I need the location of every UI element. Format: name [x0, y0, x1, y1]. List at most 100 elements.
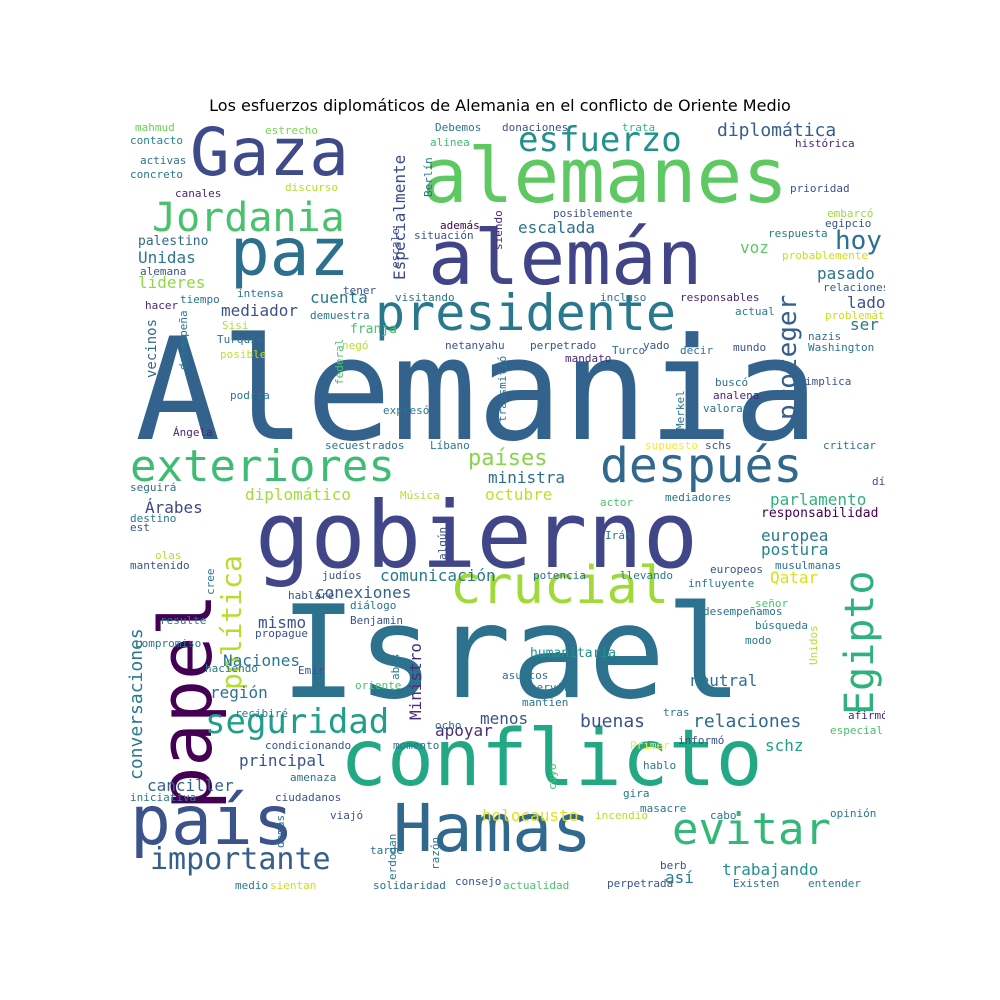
- cloud-word: canciller: [147, 776, 234, 795]
- cloud-word: federal: [333, 338, 346, 385]
- cloud-word: conexiones: [315, 583, 412, 602]
- cloud-word: abas: [389, 653, 402, 681]
- cloud-word: trata: [622, 121, 656, 134]
- cloud-word: alemanes: [422, 131, 789, 220]
- cloud-word: Jordania: [152, 195, 345, 241]
- cloud-word: yado: [643, 339, 670, 352]
- cloud-word: secuestrados: [325, 439, 405, 452]
- cloud-word: trabajando: [722, 860, 819, 879]
- cloud-word: además: [440, 219, 480, 232]
- cloud-word: expresó: [383, 404, 430, 417]
- cloud-word: sientan: [270, 879, 317, 890]
- cloud-word: posiblemente: [553, 207, 633, 220]
- cloud-word: país: [130, 782, 294, 861]
- cloud-word: Emir: [298, 664, 325, 677]
- cloud-word: gobierno: [255, 482, 699, 589]
- cloud-word: Ángela: [173, 426, 213, 439]
- cloud-word: alemán: [428, 213, 703, 302]
- cloud-word: relaciones: [823, 281, 885, 294]
- cloud-word: ocho: [435, 719, 462, 732]
- cloud-word: países: [468, 446, 548, 471]
- cloud-word: mediadores: [665, 491, 732, 504]
- cloud-word: judíos: [322, 569, 362, 582]
- cloud-word: actor: [600, 496, 634, 509]
- cloud-word: holocausto: [482, 806, 579, 825]
- cloud-word: destino: [130, 512, 177, 525]
- cloud-word: búsqueda: [755, 619, 808, 632]
- cloud-word: influyente: [688, 577, 755, 590]
- cloud-word: probablemente: [782, 249, 869, 262]
- cloud-word: perpetrado: [530, 339, 597, 352]
- cloud-word: menos: [480, 709, 529, 728]
- cloud-word: Alemania: [135, 308, 819, 473]
- cloud-word: paz: [230, 214, 350, 291]
- cloud-word: actual: [735, 305, 775, 318]
- cloud-word: evitar: [672, 804, 831, 855]
- cloud-word: octubre: [485, 485, 553, 504]
- cloud-word: principal: [239, 751, 326, 770]
- cloud-word: incluso: [600, 291, 647, 304]
- cloud-word: oriente: [355, 679, 402, 692]
- word-cloud: Alemania Israel gobierno alemanes conflicto a…: [125, 120, 885, 890]
- cloud-word: discurso: [285, 181, 338, 194]
- cloud-word: responsabilidad: [761, 506, 879, 521]
- cloud-word: Gaza: [190, 120, 349, 191]
- cloud-word: masacre: [640, 802, 687, 815]
- cloud-word: Sisi: [222, 319, 249, 332]
- cloud-word: recibiré: [235, 707, 288, 720]
- cloud-word: palestino: [138, 234, 209, 249]
- cloud-word: informó: [678, 734, 725, 747]
- cloud-word: así: [665, 868, 694, 887]
- cloud-word: Berlín: [422, 157, 435, 197]
- cloud-title: Los esfuerzos diplomáticos de Alemania e…: [209, 96, 791, 115]
- cloud-word: región: [210, 683, 268, 702]
- cloud-word: Benjamin: [350, 614, 403, 627]
- cloud-word: Debemos: [435, 121, 482, 134]
- cloud-word: incendio: [595, 809, 648, 822]
- cloud-word: criticar: [823, 439, 876, 452]
- cloud-word: parlamento: [770, 490, 867, 509]
- cloud-word: postura: [761, 540, 829, 559]
- cloud-word: diplomático: [245, 485, 351, 504]
- cloud-word: Qatar: [770, 568, 819, 587]
- cloud-word: tarde: [370, 844, 404, 857]
- cloud-word: propague: [255, 627, 308, 640]
- cloud-word: franja: [350, 322, 397, 337]
- cloud-word: mahmud: [135, 121, 175, 134]
- cloud-word: razón: [429, 836, 442, 870]
- cloud-word: prioridad: [790, 182, 850, 195]
- cloud-word: berb: [660, 859, 687, 872]
- cloud-word: concreto: [130, 168, 183, 181]
- cloud-word: proteger: [773, 294, 803, 420]
- cloud-word: contacto: [130, 134, 183, 147]
- cloud-word: algún: [436, 526, 449, 560]
- cloud-word: momento: [393, 739, 440, 752]
- cloud-word: iniciativa: [130, 791, 197, 804]
- cloud-word: respuesta: [768, 227, 828, 240]
- cloud-word: situación: [414, 229, 474, 242]
- cloud-word: condicionando: [265, 739, 352, 752]
- cloud-word: cabo: [710, 809, 737, 822]
- cloud-word: responsables: [680, 291, 760, 304]
- cloud-word: cuyo: [546, 763, 559, 791]
- cloud-word: ministra: [488, 468, 566, 487]
- cloud-word: tener: [343, 284, 377, 297]
- cloud-word: hablo: [643, 759, 677, 772]
- cloud-word: líderes: [138, 273, 206, 292]
- cloud-word: Primer: [630, 739, 670, 752]
- cloud-word: olas: [155, 549, 182, 562]
- cloud-word: Washington: [808, 341, 875, 354]
- cloud-word: transmitió: [496, 355, 509, 422]
- cloud-word: consejo: [455, 875, 502, 888]
- cloud-word: potencia: [533, 569, 586, 582]
- cloud-word: afirmó: [848, 709, 885, 722]
- cloud-word: Líbano: [430, 439, 470, 452]
- cloud-word: demás: [274, 814, 287, 848]
- cloud-word: supuesto: [645, 439, 698, 452]
- cloud-word: compromiso: [135, 637, 202, 650]
- cloud-word: hablaré: [288, 589, 335, 602]
- cloud-word: netanyahu: [445, 339, 505, 352]
- cloud-word: estrecho: [265, 124, 318, 137]
- cloud-word: demuestra: [310, 309, 370, 322]
- cloud-word: apoyar: [435, 721, 493, 740]
